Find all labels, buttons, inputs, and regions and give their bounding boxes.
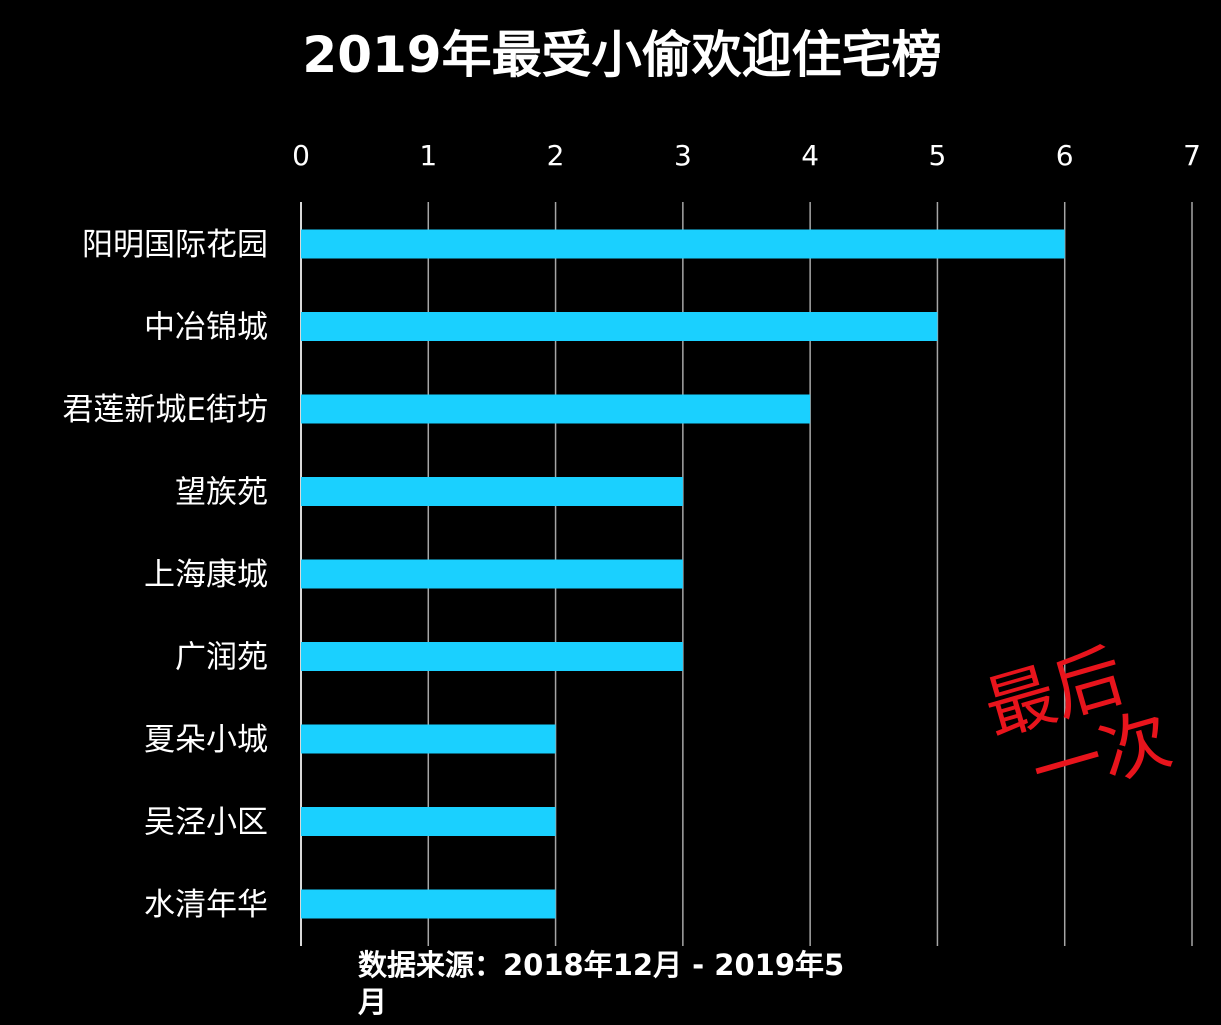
x-tick-label: 4 bbox=[801, 139, 819, 172]
category-label: 阳明国际花园 bbox=[82, 227, 268, 263]
x-axis-ticks: 0 1 2 3 4 5 6 7 bbox=[292, 139, 1201, 172]
x-tick-label: 6 bbox=[1056, 139, 1074, 172]
chart-title: 2019年最受小偷欢迎住宅榜 bbox=[302, 26, 941, 84]
bar bbox=[301, 889, 556, 919]
stamp: 最后 一次 bbox=[976, 634, 1180, 815]
bar bbox=[301, 394, 811, 424]
category-label: 望族苑 bbox=[175, 475, 268, 511]
category-label: 吴泾小区 bbox=[144, 805, 268, 841]
x-tick-label: 0 bbox=[292, 139, 310, 172]
category-label: 君莲新城E街坊 bbox=[62, 392, 268, 428]
source-note-line2: 月 bbox=[357, 985, 387, 1019]
x-tick-label: 5 bbox=[929, 139, 947, 172]
x-tick-label: 2 bbox=[547, 139, 565, 172]
bar bbox=[301, 477, 683, 506]
bars bbox=[301, 229, 1065, 919]
category-label: 水清年华 bbox=[144, 887, 268, 923]
x-tick-label: 1 bbox=[419, 139, 437, 172]
category-label: 中冶锦城 bbox=[144, 310, 268, 346]
bar bbox=[301, 559, 683, 589]
x-tick-label: 7 bbox=[1183, 139, 1201, 172]
source-note-line1: 数据来源：2018年12月 - 2019年5 bbox=[358, 948, 844, 982]
bar bbox=[301, 724, 556, 754]
category-label: 夏朵小城 bbox=[144, 722, 268, 758]
x-tick-label: 3 bbox=[674, 139, 692, 172]
category-label: 上海康城 bbox=[144, 557, 268, 593]
bar bbox=[301, 312, 938, 341]
bar bbox=[301, 642, 683, 671]
bar bbox=[301, 229, 1065, 259]
bar bbox=[301, 807, 556, 836]
category-label: 广润苑 bbox=[175, 640, 268, 676]
